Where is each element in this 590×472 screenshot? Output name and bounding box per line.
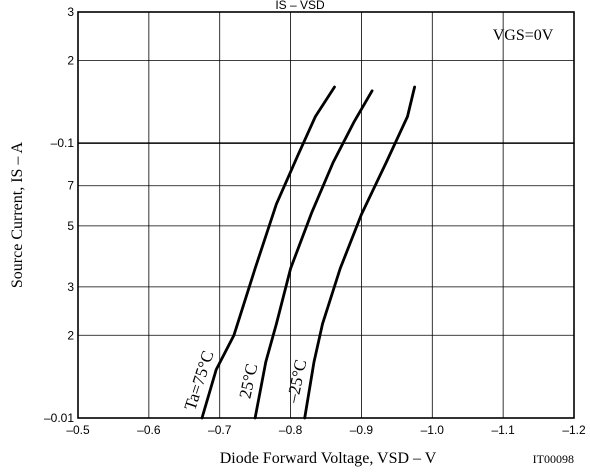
x-tick-label: –1.2	[562, 423, 586, 437]
condition-label: VGS=0V	[493, 27, 554, 44]
x-axis-label: Diode Forward Voltage, VSD – V	[220, 450, 437, 467]
x-tick-label: –0.5	[66, 423, 90, 437]
figure-code: IT00098	[533, 452, 574, 466]
x-tick-label: –0.7	[208, 423, 232, 437]
series-label: 25°C	[235, 362, 261, 400]
series-line	[200, 85, 336, 420]
y-tick-label: 2	[67, 53, 74, 67]
y-tick-label: 3	[67, 280, 74, 294]
y-tick-label: 3	[67, 5, 74, 19]
y-tick-label: 2	[67, 328, 74, 342]
chart-title: IS – VSD	[275, 0, 325, 12]
y-tick-label: –0.1	[51, 136, 75, 150]
series-line	[253, 89, 374, 420]
y-axis-label: Source Current, IS – A	[9, 141, 26, 288]
y-tick-label: –0.01	[44, 411, 74, 425]
series-label: –25°C	[283, 358, 311, 406]
x-tick-label: –0.6	[137, 423, 161, 437]
y-tick-label: 5	[67, 219, 74, 233]
plot-frame	[77, 11, 575, 419]
x-tick-label: –1.1	[491, 423, 515, 437]
x-tick-label: –0.9	[350, 423, 374, 437]
x-tick-labels: –0.5 –0.6 –0.7 –0.8 –0.9 –1.0 –1.1 –1.2	[66, 423, 586, 437]
y-tick-label: 7	[67, 179, 74, 193]
curves	[200, 85, 416, 420]
series-line	[303, 85, 416, 420]
grid	[78, 12, 574, 418]
series-labels: Ta=75°C 25°C –25°C	[180, 348, 310, 412]
y-tick-labels: –0.01 2 3 5 7 –0.1 2 3	[44, 5, 74, 425]
x-tick-label: –1.0	[421, 423, 445, 437]
x-tick-label: –0.8	[279, 423, 303, 437]
